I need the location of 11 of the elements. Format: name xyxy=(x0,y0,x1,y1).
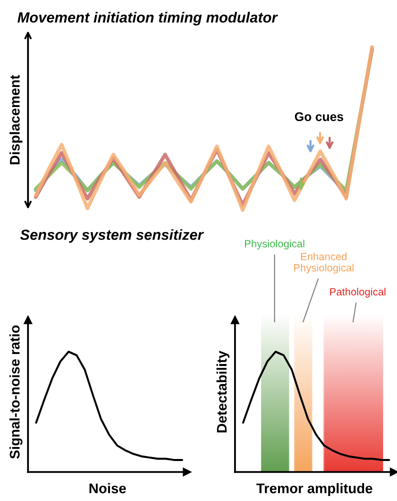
y-axis-title: Displacement xyxy=(9,75,22,164)
chart-title: Movement initiation timing modulator xyxy=(18,12,278,26)
y-axis-title: Detectability xyxy=(216,350,230,432)
y-axis-title: Signal-to-noise ratio xyxy=(9,325,22,459)
text: Physiological xyxy=(245,240,304,250)
chart-title: Sensory system sensitizer xyxy=(20,229,204,243)
annotation: Go cues xyxy=(294,112,344,122)
text: Pathological xyxy=(330,288,386,298)
x-axis-title: Tremor amplitude xyxy=(256,483,372,496)
text: Enhanced Physiological xyxy=(294,252,354,274)
x-axis-title: Noise xyxy=(90,483,126,494)
